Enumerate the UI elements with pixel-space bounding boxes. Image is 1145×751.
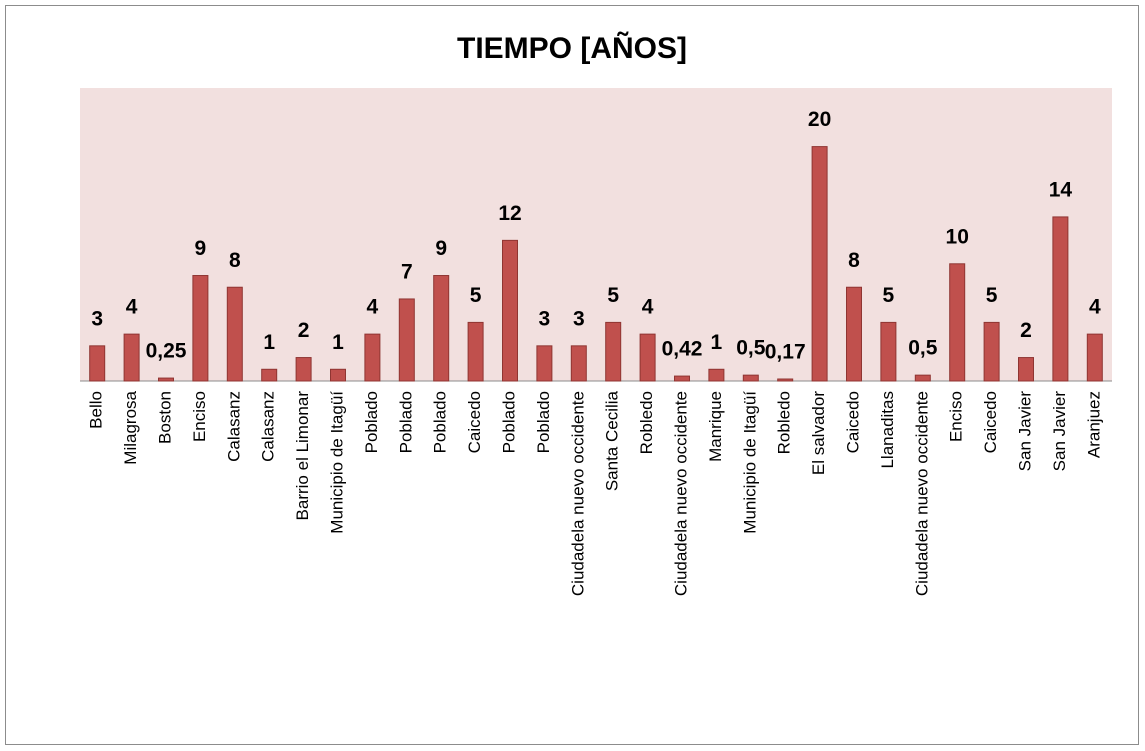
x-tick-label: Ciudadela nuevo occidente — [912, 391, 931, 596]
x-tick-label: Santa Cecilia — [603, 390, 622, 491]
data-label: 8 — [229, 249, 241, 272]
x-tick-label: San Javier — [1015, 391, 1034, 472]
bar — [708, 368, 725, 382]
bar — [880, 321, 897, 382]
data-label: 5 — [470, 284, 482, 307]
data-label: 4 — [126, 296, 138, 319]
data-label: 0,42 — [662, 338, 703, 361]
x-tick-label: El salvador — [809, 391, 828, 475]
x-tick-label: Aranjuez — [1084, 391, 1103, 458]
data-label: 0,25 — [146, 340, 187, 363]
bar — [295, 357, 312, 382]
x-tick-label: Caicedo — [981, 391, 1000, 453]
x-tick-label: Municipio de Itagüí — [327, 391, 346, 534]
data-label: 3 — [91, 307, 103, 330]
chart-title: TIEMPO [AÑOS] — [457, 31, 687, 65]
x-tick-label: Poblado — [396, 391, 415, 453]
x-tick-label: Bello — [87, 391, 106, 429]
x-tick-label: Poblado — [431, 391, 450, 453]
data-label: 10 — [946, 225, 969, 248]
bar — [742, 374, 759, 382]
data-label: 2 — [298, 319, 310, 342]
data-label: 9 — [195, 237, 207, 260]
bar — [605, 321, 622, 382]
bar — [846, 286, 862, 382]
x-tick-label: Boston — [155, 391, 174, 444]
bar — [261, 368, 278, 382]
x-tick-label: Enciso — [190, 391, 209, 442]
bar — [226, 286, 243, 382]
data-label: 4 — [1089, 296, 1101, 319]
data-label: 1 — [332, 331, 344, 354]
data-label: 1 — [263, 331, 275, 354]
bar — [777, 378, 794, 382]
data-label: 8 — [848, 249, 860, 272]
bar — [192, 275, 209, 382]
x-tick-label: Calasanz — [224, 391, 243, 462]
data-label: 1 — [711, 331, 723, 354]
bar — [364, 333, 381, 382]
bar — [1018, 357, 1034, 382]
bar — [1052, 216, 1069, 382]
bar — [89, 345, 106, 382]
x-tick-label: Llanaditas — [878, 391, 897, 469]
x-tick-label: Robledo — [637, 391, 656, 454]
x-tick-label: Municipio de Itagüí — [740, 391, 759, 534]
bar — [330, 368, 346, 382]
x-tick-label: San Javier — [1050, 391, 1069, 472]
x-tick-label: Barrio el Limonar — [293, 391, 312, 521]
bar — [811, 146, 828, 382]
bar — [570, 345, 587, 382]
data-label: 14 — [1049, 178, 1073, 201]
plot-area — [80, 88, 1112, 381]
bar — [914, 374, 931, 382]
x-tick-label: Enciso — [947, 391, 966, 442]
bar — [433, 275, 450, 382]
data-label: 2 — [1020, 319, 1032, 342]
x-tick-label: Caicedo — [843, 391, 862, 453]
x-tick-label: Poblado — [362, 391, 381, 453]
data-label: 5 — [986, 284, 998, 307]
bar — [674, 375, 690, 382]
data-label: 4 — [642, 296, 654, 319]
data-label: 0,5 — [736, 337, 766, 360]
bar — [639, 333, 656, 382]
data-label: 3 — [573, 307, 585, 330]
bar — [123, 333, 140, 382]
data-label: 0,17 — [765, 341, 806, 364]
x-tick-label: Ciudadela nuevo occidente — [671, 391, 690, 596]
x-tick-label: Ciudadela nuevo occidente — [568, 391, 587, 596]
x-tick-label: Milagrosa — [121, 390, 140, 464]
x-tick-label: Calasanz — [259, 391, 278, 462]
bar — [398, 298, 415, 382]
data-label: 5 — [883, 284, 895, 307]
x-tick-label: Poblado — [499, 391, 518, 453]
x-tick-label: Caicedo — [465, 391, 484, 453]
bar — [158, 377, 174, 382]
data-label: 5 — [607, 284, 619, 307]
data-label: 7 — [401, 261, 413, 284]
x-tick-label: Poblado — [534, 391, 553, 453]
bar — [1086, 333, 1103, 382]
x-tick-label: Robledo — [775, 391, 794, 454]
data-label: 4 — [367, 296, 379, 319]
x-tick-label: Manrique — [706, 391, 725, 462]
data-label: 9 — [435, 237, 447, 260]
data-label: 12 — [498, 202, 521, 225]
bar — [949, 263, 966, 382]
data-label: 20 — [808, 108, 831, 131]
bar — [502, 239, 518, 382]
bar — [983, 321, 1000, 382]
data-label: 0,5 — [908, 337, 938, 360]
bar — [536, 345, 553, 382]
bar — [467, 321, 484, 382]
data-label: 3 — [539, 307, 551, 330]
